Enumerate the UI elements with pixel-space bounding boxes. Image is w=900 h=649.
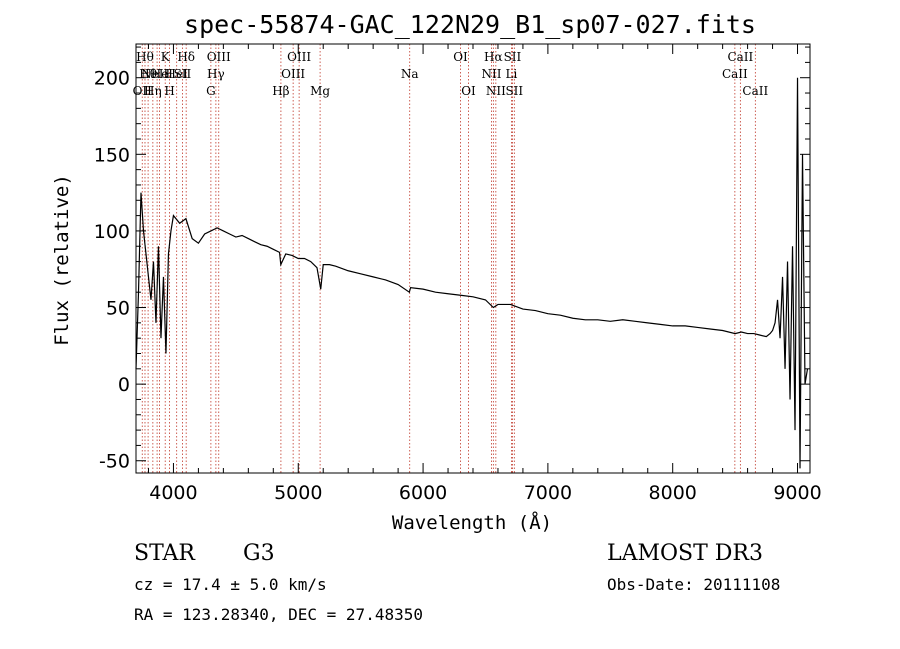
x-tick-label: 7000 — [524, 482, 572, 504]
spectral-line-label: Mg — [310, 84, 330, 98]
spectral-line-label: NII — [486, 84, 506, 98]
spectral-line-label: OIII — [287, 50, 311, 64]
spectral-line-label: SII — [504, 50, 522, 64]
y-axis: -50 0 50 100 150 200 — [94, 46, 810, 473]
spectral-line-label: OI — [461, 84, 476, 98]
spectral-line-label: Hγ — [207, 67, 225, 81]
x-tick-label: 5000 — [274, 482, 322, 504]
y-tick-label: 50 — [106, 298, 130, 320]
spectral-line-label: OI — [453, 50, 468, 64]
spectral-line-label: Hθ — [136, 50, 154, 64]
spectral-line-label: CaII — [722, 67, 748, 81]
x-tick-label: 8000 — [649, 482, 697, 504]
observation-date: Obs-Date: 20111108 — [607, 575, 780, 594]
y-tick-label: -50 — [99, 451, 130, 473]
chart-title: spec-55874-GAC_122N29_B1_sp07-027.fits — [184, 10, 756, 39]
spectral-line-label: Li — [506, 67, 518, 81]
spectral-line-label: NeIII — [141, 67, 173, 81]
spectral-line-label: Hα — [484, 50, 503, 64]
spectral-line-label: K — [161, 50, 171, 64]
spectrum-series-line — [135, 77, 809, 469]
spectral-line-label: OIII — [207, 50, 231, 64]
x-axis: 4000 5000 6000 7000 8000 9000 — [147, 44, 822, 504]
x-tick-label: 9000 — [773, 482, 821, 504]
object-class: STAR — [134, 541, 196, 566]
spectral-line-label: HeI — [166, 67, 189, 81]
x-axis-label: Wavelength (Å) — [392, 511, 552, 534]
redshift-cz: cz = 17.4 ± 5.0 km/s — [134, 575, 327, 594]
y-tick-label: 150 — [94, 144, 130, 166]
spectral-line-label: He — [151, 67, 169, 81]
spectral-lines-layer — [141, 44, 756, 473]
y-tick-label: 100 — [94, 221, 130, 243]
spectral-line-labels-layer: OIIHθHθHηNeIIIHeKHHeISIIHδGHγOIIIHβOIIIO… — [133, 50, 769, 98]
spectral-line-label: OII — [133, 84, 153, 98]
spectral-line-label: NII — [481, 67, 501, 81]
y-tick-label: 0 — [118, 374, 130, 396]
spectral-line-label: SII — [174, 67, 192, 81]
spectral-line-label: H — [164, 84, 174, 98]
object-subclass: G3 — [243, 541, 275, 566]
spectral-line-label: Hη — [144, 84, 162, 98]
spectral-line-label: Na — [401, 67, 419, 81]
spectral-line-label: Hδ — [177, 50, 195, 64]
spectral-line-label: SII — [505, 84, 523, 98]
coordinates: RA = 123.28340, DEC = 27.48350 — [134, 605, 423, 624]
spectral-line-label: OIII — [281, 67, 305, 81]
spectral-line-label: CaII — [727, 50, 753, 64]
x-tick-label: 4000 — [149, 482, 197, 504]
x-tick-label: 6000 — [399, 482, 447, 504]
survey-name: LAMOST DR3 — [607, 541, 763, 566]
spectral-line-label: Hβ — [272, 84, 289, 98]
y-tick-label: 200 — [94, 68, 130, 90]
plot-frame — [135, 43, 811, 474]
y-axis-label: Flux (relative) — [51, 174, 73, 346]
spectral-line-label: CaII — [742, 84, 768, 98]
spectral-line-label: G — [206, 84, 216, 98]
